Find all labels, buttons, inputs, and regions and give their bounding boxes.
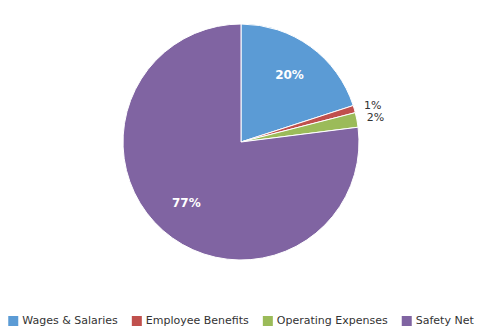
chart: 20%1%2%77%Wages & SalariesEmployee Benef… <box>0 0 482 335</box>
legend-label: Operating Expenses <box>277 314 388 327</box>
data-label: 20% <box>275 68 304 82</box>
legend-swatch <box>263 316 273 326</box>
legend-item: Employee Benefits <box>132 314 249 327</box>
legend-item: Wages & Salaries <box>8 314 118 327</box>
legend-label: Wages & Salaries <box>22 314 118 327</box>
legend-swatch <box>8 316 18 326</box>
slices <box>123 24 359 260</box>
background <box>0 0 482 335</box>
legend-swatch <box>402 316 412 326</box>
legend-label: Employee Benefits <box>146 314 249 327</box>
legend-swatch <box>132 316 142 326</box>
legend-label: Safety Net <box>416 314 475 327</box>
pie-slice <box>123 24 359 260</box>
data-labels: 20%1%2%77% <box>172 68 384 211</box>
legend-item: Safety Net <box>402 314 475 327</box>
legend: Wages & Salaries Employee Benefits Operati… <box>8 314 474 327</box>
data-label: 2% <box>367 111 384 124</box>
legend-item: Operating Expenses <box>263 314 388 327</box>
data-label: 77% <box>172 196 201 210</box>
